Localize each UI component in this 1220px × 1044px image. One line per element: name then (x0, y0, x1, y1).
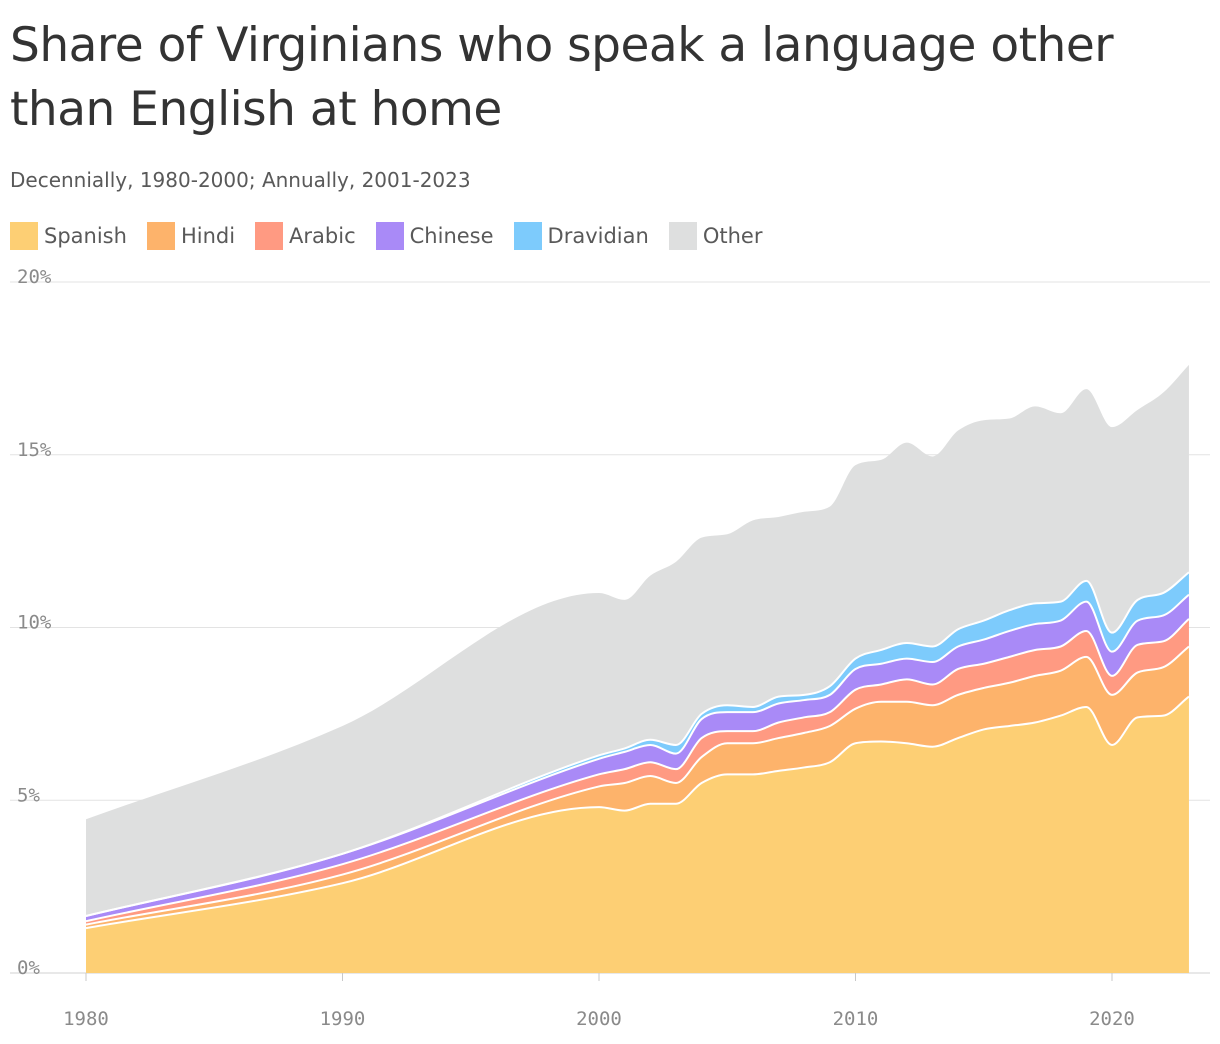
area-spanish (86, 696, 1189, 973)
area-dravidian (86, 572, 1189, 916)
series-boundary-line (85, 618, 1190, 923)
series-boundary-line (85, 571, 1190, 917)
gridlines (10, 281, 1210, 974)
y-tick-label: 20% (17, 266, 52, 288)
chart-title: Share of Virginians who speak a language… (10, 18, 1114, 137)
legend-swatch-spanish (10, 222, 38, 250)
area-hindi (86, 646, 1189, 929)
chart-subtitle: Decennially, 1980-2000; Annually, 2001-2… (10, 168, 471, 192)
area-arabic (86, 618, 1189, 925)
x-tick-label: 2000 (576, 1008, 622, 1030)
legend-label-chinese: Chinese (409, 224, 494, 248)
legend-swatch-arabic (255, 222, 284, 250)
x-tick-label: 1980 (63, 1008, 109, 1030)
x-tick-label: 1990 (320, 1008, 366, 1030)
legend-swatch-other (668, 222, 697, 250)
y-tick-label: 15% (17, 439, 52, 461)
legend: Spanish Hindi Arabic Chinese Dravidian O… (10, 220, 782, 252)
legend-label-hindi: Hindi (180, 224, 236, 248)
legend-item-dravidian[interactable]: Dravidian (513, 222, 649, 250)
legend-swatch-chinese (375, 222, 404, 250)
legend-swatch-hindi (146, 222, 175, 250)
legend-item-hindi[interactable]: Hindi (146, 222, 236, 250)
legend-swatch-dravidian (513, 222, 542, 250)
legend-item-spanish[interactable]: Spanish (10, 222, 127, 250)
legend-label-dravidian: Dravidian (547, 224, 649, 248)
legend-label-other: Other (702, 224, 763, 248)
x-tick-label: 2010 (833, 1008, 879, 1030)
legend-label-arabic: Arabic (289, 224, 356, 248)
legend-label-spanish: Spanish (44, 224, 127, 248)
series-boundary-line (85, 645, 1190, 926)
axes: 0% 5% 10% 15% 20% 1980 1990 2000 2010 2020 (17, 266, 1135, 1030)
area-chinese (86, 594, 1189, 922)
x-tick-label: 2020 (1089, 1008, 1135, 1030)
series-boundary-line (85, 593, 1190, 917)
series-boundary-line (85, 695, 1190, 930)
y-tick-label: 5% (17, 784, 40, 806)
area-series (85, 364, 1190, 973)
y-tick-label: 10% (17, 612, 52, 634)
legend-item-chinese[interactable]: Chinese (375, 222, 494, 250)
area-other (86, 364, 1189, 916)
legend-item-arabic[interactable]: Arabic (255, 222, 356, 250)
legend-item-other[interactable]: Other (668, 222, 763, 250)
y-tick-label: 0% (17, 957, 40, 979)
